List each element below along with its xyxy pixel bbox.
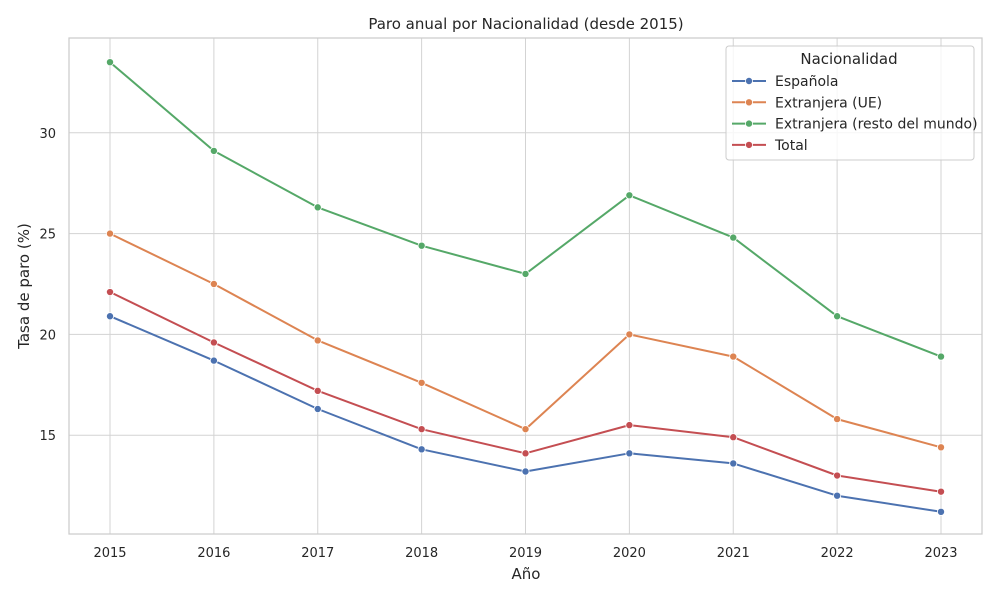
data-point bbox=[833, 415, 842, 424]
legend-label: Total bbox=[774, 138, 808, 154]
data-point bbox=[313, 386, 322, 395]
data-point bbox=[417, 445, 426, 454]
data-point bbox=[729, 352, 738, 361]
data-point bbox=[209, 338, 218, 347]
y-axis-ticks: 15 20 25 30 bbox=[39, 127, 56, 444]
y-tick-label: 25 bbox=[39, 228, 56, 243]
data-point bbox=[106, 312, 115, 321]
legend-box bbox=[725, 45, 975, 161]
data-point bbox=[209, 356, 218, 365]
data-point bbox=[937, 507, 946, 516]
legend-item: Extranjera (resto del mundo) bbox=[732, 117, 978, 133]
data-point bbox=[729, 233, 738, 242]
x-axis-label: Año bbox=[512, 565, 541, 583]
data-point bbox=[625, 191, 634, 200]
legend-item: Española bbox=[732, 74, 839, 90]
data-point bbox=[937, 443, 946, 452]
x-tick-label: 2021 bbox=[717, 546, 750, 561]
x-tick-label: 2019 bbox=[509, 546, 542, 561]
data-point bbox=[313, 336, 322, 345]
legend-marker bbox=[745, 98, 754, 107]
legend-item: Total bbox=[732, 138, 808, 154]
data-point bbox=[106, 229, 115, 238]
data-point bbox=[833, 491, 842, 500]
series-total bbox=[106, 288, 946, 496]
x-tick-label: 2018 bbox=[405, 546, 438, 561]
y-axis-label: Tasa de paro (%) bbox=[15, 223, 33, 350]
data-point bbox=[937, 487, 946, 496]
legend: Nacionalidad Española Extranjera (UE) Extr… bbox=[725, 45, 978, 161]
data-point bbox=[313, 203, 322, 212]
legend-marker bbox=[745, 77, 754, 86]
x-tick-label: 2015 bbox=[93, 546, 126, 561]
data-point bbox=[833, 471, 842, 480]
legend-title: Nacionalidad bbox=[800, 50, 897, 68]
data-point bbox=[833, 312, 842, 321]
legend-item: Extranjera (UE) bbox=[732, 95, 882, 111]
x-axis-ticks: 2015 2016 2017 2018 2019 2020 2021 2022 2023 bbox=[93, 546, 957, 561]
data-point bbox=[937, 352, 946, 361]
data-point bbox=[729, 433, 738, 442]
data-point bbox=[625, 330, 634, 339]
y-tick-label: 30 bbox=[39, 127, 56, 142]
y-tick-label: 20 bbox=[39, 328, 56, 343]
legend-label: Extranjera (UE) bbox=[775, 95, 882, 111]
data-point bbox=[521, 467, 530, 476]
data-point bbox=[625, 421, 634, 430]
legend-label: Española bbox=[775, 74, 839, 90]
legend-label: Extranjera (resto del mundo) bbox=[775, 117, 978, 133]
x-tick-label: 2020 bbox=[613, 546, 646, 561]
data-point bbox=[521, 425, 530, 434]
plot-area bbox=[68, 37, 983, 535]
data-point bbox=[521, 449, 530, 458]
data-point bbox=[417, 425, 426, 434]
legend-marker bbox=[745, 140, 754, 149]
data-point bbox=[417, 241, 426, 250]
data-point bbox=[313, 404, 322, 413]
x-tick-label: 2016 bbox=[197, 546, 230, 561]
series-layer bbox=[106, 58, 946, 516]
series-extranjera-resto-del-mundo bbox=[106, 58, 946, 361]
data-point bbox=[417, 378, 426, 387]
series-extranjera-ue bbox=[106, 229, 946, 452]
data-point bbox=[209, 279, 218, 288]
series-espanola bbox=[106, 312, 946, 516]
x-tick-label: 2022 bbox=[821, 546, 854, 561]
data-point bbox=[209, 146, 218, 155]
data-point bbox=[625, 449, 634, 458]
data-point bbox=[106, 58, 115, 67]
data-point bbox=[729, 459, 738, 468]
chart-title: Paro anual por Nacionalidad (desde 2015) bbox=[368, 15, 683, 33]
y-tick-label: 15 bbox=[39, 429, 56, 444]
data-point bbox=[106, 288, 115, 297]
x-tick-label: 2017 bbox=[301, 546, 334, 561]
data-point bbox=[521, 269, 530, 278]
legend-marker bbox=[745, 119, 754, 128]
x-tick-label: 2023 bbox=[924, 546, 957, 561]
